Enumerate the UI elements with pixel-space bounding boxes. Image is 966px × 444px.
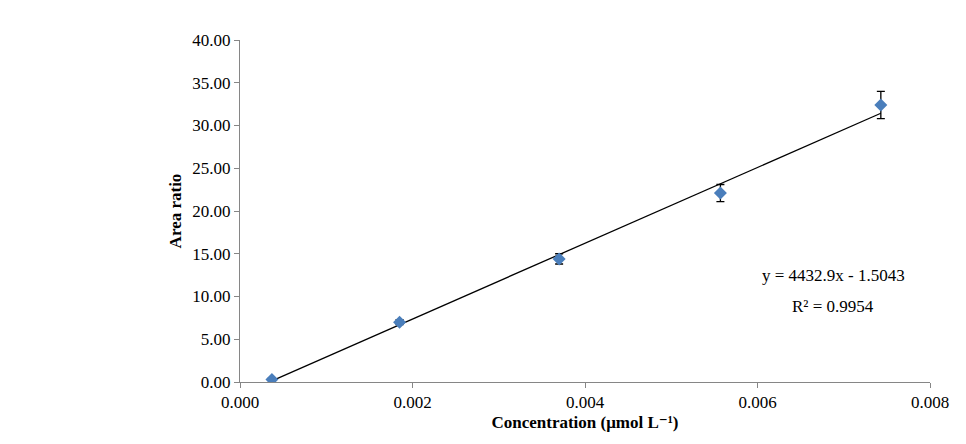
- svg-text:Concentration (μmol L⁻¹): Concentration (μmol L⁻¹): [491, 413, 678, 432]
- svg-text:0.000: 0.000: [221, 393, 259, 412]
- svg-text:15.00: 15.00: [192, 245, 230, 264]
- svg-text:10.00: 10.00: [192, 287, 230, 306]
- svg-text:Area ratio: Area ratio: [166, 174, 185, 249]
- svg-text:35.00: 35.00: [192, 74, 230, 93]
- svg-text:0.006: 0.006: [738, 393, 776, 412]
- svg-text:20.00: 20.00: [192, 202, 230, 221]
- svg-text:0.002: 0.002: [393, 393, 431, 412]
- svg-text:25.00: 25.00: [192, 159, 230, 178]
- svg-text:y = 4432.9x - 1.5043: y = 4432.9x - 1.5043: [762, 266, 905, 285]
- svg-text:30.00: 30.00: [192, 116, 230, 135]
- svg-text:0.00: 0.00: [201, 373, 231, 392]
- svg-text:R² = 0.9954: R² = 0.9954: [792, 297, 874, 316]
- svg-text:5.00: 5.00: [201, 330, 231, 349]
- svg-text:40.00: 40.00: [192, 31, 230, 50]
- svg-text:0.004: 0.004: [566, 393, 605, 412]
- svg-text:0.008: 0.008: [911, 393, 949, 412]
